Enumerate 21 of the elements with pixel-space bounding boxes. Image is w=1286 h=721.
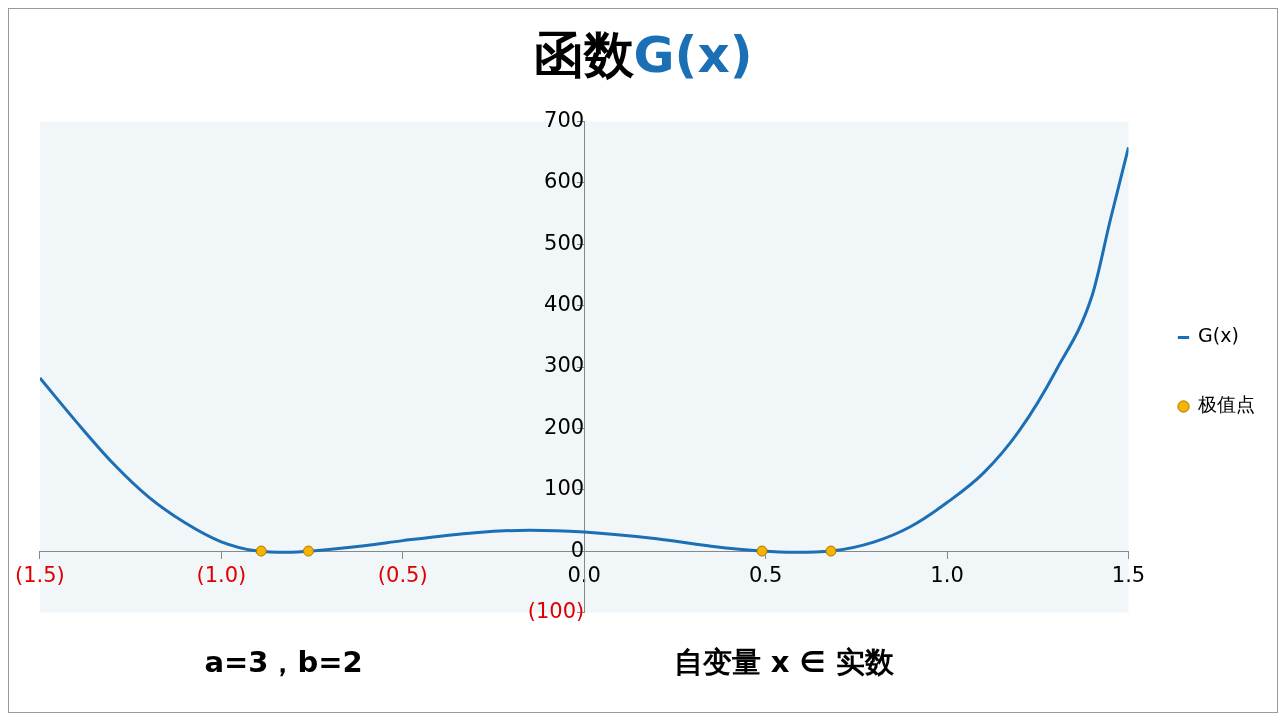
legend-label: G(x) <box>1198 324 1239 347</box>
text: a=3，b=2 <box>204 644 363 681</box>
x-tick-label: (1.0) <box>196 563 247 588</box>
x-tick-label: (1.5) <box>14 563 65 588</box>
y-tick-label: 700 <box>544 108 585 133</box>
y-tick-label: 600 <box>544 169 585 194</box>
y-tick-label: 100 <box>544 476 585 501</box>
y-tick-label: 400 <box>544 292 585 317</box>
y-tick-label: 200 <box>544 414 585 439</box>
text: 自变量 x ∈ 实数 <box>673 644 894 681</box>
chart-title: 函数G(x) <box>533 25 753 84</box>
y-tick-label: 500 <box>544 230 585 255</box>
legend-label: 极值点 <box>1197 393 1255 416</box>
x-tick-label: (0.5) <box>377 563 428 588</box>
y-tick-label: (100) <box>527 598 585 623</box>
y-tick-label: 300 <box>544 353 585 378</box>
x-tick-label: 1.0 <box>930 563 964 588</box>
y-tick-label: 0 <box>570 537 585 562</box>
x-tick-label: 1.5 <box>1111 563 1146 588</box>
x-tick-label: 0.5 <box>748 563 783 588</box>
x-tick-label: 0.0 <box>567 563 601 588</box>
